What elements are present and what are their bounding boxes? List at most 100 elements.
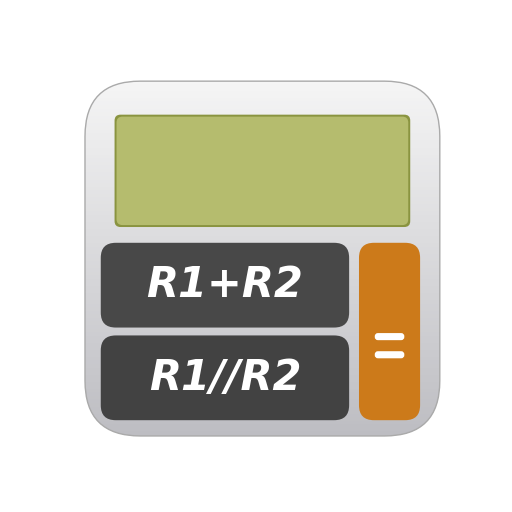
Bar [85,376,440,379]
Bar [85,305,440,308]
Bar [85,81,440,84]
Bar [85,120,440,124]
Bar [85,397,440,400]
Bar [85,174,440,177]
Bar [85,212,440,216]
Bar [85,106,440,110]
FancyBboxPatch shape [375,351,404,358]
Text: R1//R2: R1//R2 [148,357,301,399]
Bar [85,152,440,156]
Bar [85,354,440,358]
Bar [85,276,440,280]
Bar [85,251,440,255]
Bar [85,216,440,220]
Bar [85,134,440,138]
Bar [85,95,440,99]
Bar [85,347,440,351]
Bar [85,127,440,131]
Bar [85,386,440,390]
FancyBboxPatch shape [375,333,404,340]
Bar [85,259,440,262]
Bar [85,131,440,134]
Bar [85,227,440,230]
Bar [85,266,440,269]
Text: R1+R2: R1+R2 [146,264,304,306]
Bar [85,333,440,336]
Bar [85,358,440,361]
Bar [85,102,440,106]
Bar [85,315,440,319]
Bar [85,88,440,92]
Bar [85,301,440,305]
Bar [85,223,440,227]
Bar [85,411,440,415]
Bar [85,418,440,422]
FancyBboxPatch shape [85,81,440,436]
Bar [85,323,440,326]
Bar [85,269,440,273]
Bar [85,141,440,145]
Bar [85,351,440,354]
Bar [85,290,440,294]
Bar [85,110,440,113]
Bar [85,187,440,191]
Bar [85,404,440,408]
Bar [85,145,440,148]
Bar [85,99,440,102]
Bar [85,280,440,284]
Bar [85,429,440,433]
Bar [85,372,440,376]
Bar [85,262,440,266]
FancyBboxPatch shape [101,335,349,420]
Bar [85,284,440,287]
Bar [85,113,440,117]
Bar [85,205,440,209]
Bar [85,248,440,251]
Bar [85,198,440,202]
Bar [85,230,440,233]
Bar [85,220,440,223]
Bar [85,273,440,276]
Bar [85,163,440,166]
Bar [85,400,440,404]
Bar [85,244,440,248]
Bar [85,415,440,418]
Bar [85,195,440,198]
Bar [85,294,440,297]
Bar [85,191,440,195]
Bar [85,422,440,425]
Bar [85,433,440,436]
Bar [85,138,440,141]
Bar [85,369,440,372]
FancyBboxPatch shape [359,243,420,420]
Bar [85,241,440,244]
Bar [85,237,440,241]
Bar [85,287,440,290]
Bar [85,124,440,127]
Bar [85,209,440,212]
Bar [85,336,440,340]
Bar [85,379,440,383]
Bar [85,92,440,95]
Bar [85,181,440,184]
Bar [85,308,440,312]
Bar [85,319,440,323]
Bar [85,312,440,315]
Bar [85,117,440,120]
Bar [85,255,440,259]
Bar [85,233,440,237]
Bar [85,330,440,333]
Bar [85,340,440,344]
Bar [85,297,440,301]
Bar [85,202,440,205]
Bar [85,361,440,365]
Bar [85,383,440,386]
Bar [85,326,440,330]
Bar [85,184,440,187]
Bar [85,166,440,170]
Bar [85,170,440,174]
FancyBboxPatch shape [115,115,410,227]
Bar [85,365,440,369]
Bar [85,344,440,347]
Bar [85,393,440,397]
